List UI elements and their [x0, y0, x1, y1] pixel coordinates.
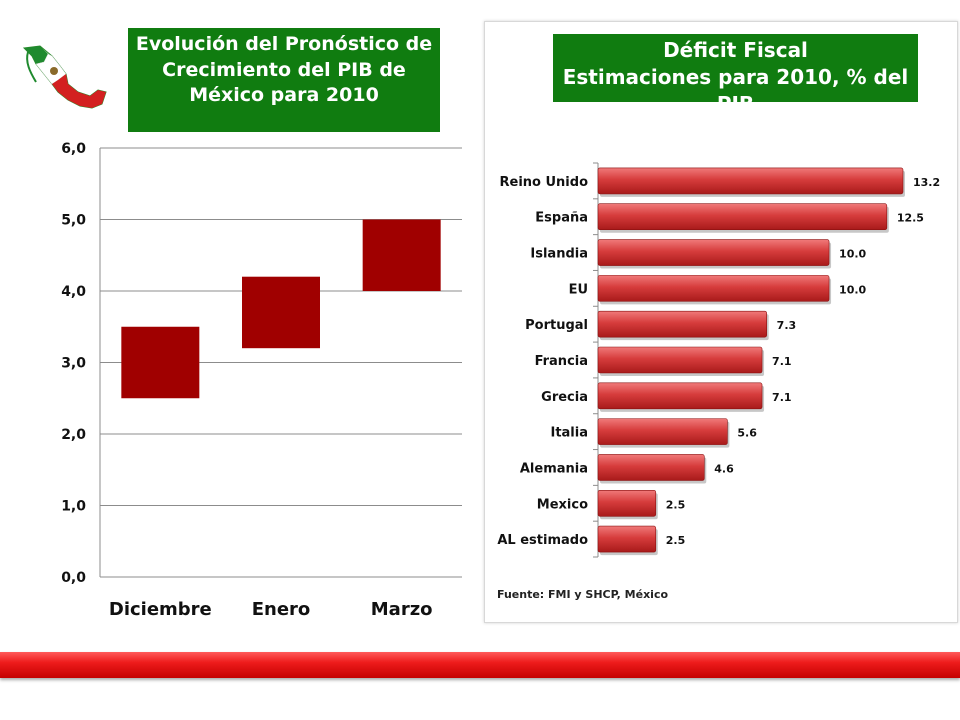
x-category-label: Enero — [252, 599, 311, 620]
deficit-bar — [597, 346, 763, 374]
forecast-range-bar — [362, 219, 441, 291]
y-tick-label: 4,0 — [61, 284, 86, 300]
y-tick-label: 0,0 — [61, 570, 86, 586]
deficit-bar — [597, 418, 728, 445]
category-label: Reino Unido — [500, 175, 589, 190]
category-label: Islandia — [530, 247, 588, 262]
x-category-label: Marzo — [371, 599, 433, 620]
left-title-line-1: Evolución del Pronóstico de — [135, 33, 433, 55]
value-label: 10.0 — [839, 248, 866, 261]
value-label: 7.1 — [772, 355, 792, 368]
fiscal-deficit-chart: Reino Unido 13.2 España 12.5 Islandia 10.0 EU 1… — [497, 162, 940, 558]
category-label: Italia — [550, 426, 588, 441]
value-label: 4.6 — [714, 462, 734, 475]
deficit-bar — [597, 167, 904, 195]
value-label: 7.3 — [777, 319, 797, 332]
value-label: 2.5 — [666, 534, 686, 547]
category-label: AL estimado — [497, 533, 588, 548]
left-chart-title: Evolución del Pronóstico de Crecimiento … — [128, 28, 440, 132]
growth-forecast-chart: 0,0 1,0 2,0 3,0 4,0 5,0 6,0 Diciembre Enero Marzo — [61, 141, 462, 620]
value-label: 7.1 — [772, 391, 792, 404]
forecast-range-bar — [242, 276, 320, 349]
category-label: EU — [569, 282, 588, 297]
right-title-line-2: Estimaciones para 2010, % del PIB — [562, 65, 909, 116]
forecast-range-bar — [121, 326, 200, 399]
deficit-bar — [597, 275, 830, 302]
deficit-bar — [597, 239, 830, 266]
category-label: Francia — [535, 354, 588, 369]
value-label: 2.5 — [666, 498, 686, 511]
category-label: Mexico — [537, 497, 588, 512]
value-label: 5.6 — [737, 427, 757, 440]
value-label: 12.5 — [897, 212, 924, 225]
y-tick-label: 6,0 — [61, 141, 86, 157]
right-title-line-1: Déficit Fiscal — [663, 38, 808, 62]
deficit-bar — [597, 310, 767, 338]
mexico-flag-map-icon — [22, 45, 107, 109]
deficit-bar — [597, 525, 657, 553]
deficit-bar — [597, 382, 763, 410]
deficit-bar — [597, 454, 705, 481]
deficit-bar — [597, 203, 888, 231]
y-tick-label: 5,0 — [61, 213, 86, 229]
source-note: Fuente: FMI y SHCP, México — [497, 588, 669, 601]
bottom-decorative-band — [0, 652, 960, 678]
category-label: Alemania — [520, 461, 588, 476]
deficit-bar — [597, 489, 657, 517]
value-label: 13.2 — [913, 176, 940, 189]
left-title-line-3: México para 2010 — [189, 84, 379, 107]
category-label: Grecia — [541, 390, 588, 405]
y-tick-label: 1,0 — [61, 499, 86, 515]
category-label: España — [535, 211, 588, 226]
x-category-label: Diciembre — [109, 599, 212, 620]
left-title-line-2: Crecimiento del PIB de — [162, 58, 406, 81]
deficit-chart-panel — [484, 21, 958, 623]
category-label: Portugal — [525, 318, 588, 333]
y-tick-label: 3,0 — [61, 356, 86, 372]
right-chart-title: Déficit Fiscal Estimaciones para 2010, %… — [553, 34, 918, 116]
value-label: 10.0 — [839, 283, 866, 296]
y-tick-label: 2,0 — [61, 427, 86, 443]
